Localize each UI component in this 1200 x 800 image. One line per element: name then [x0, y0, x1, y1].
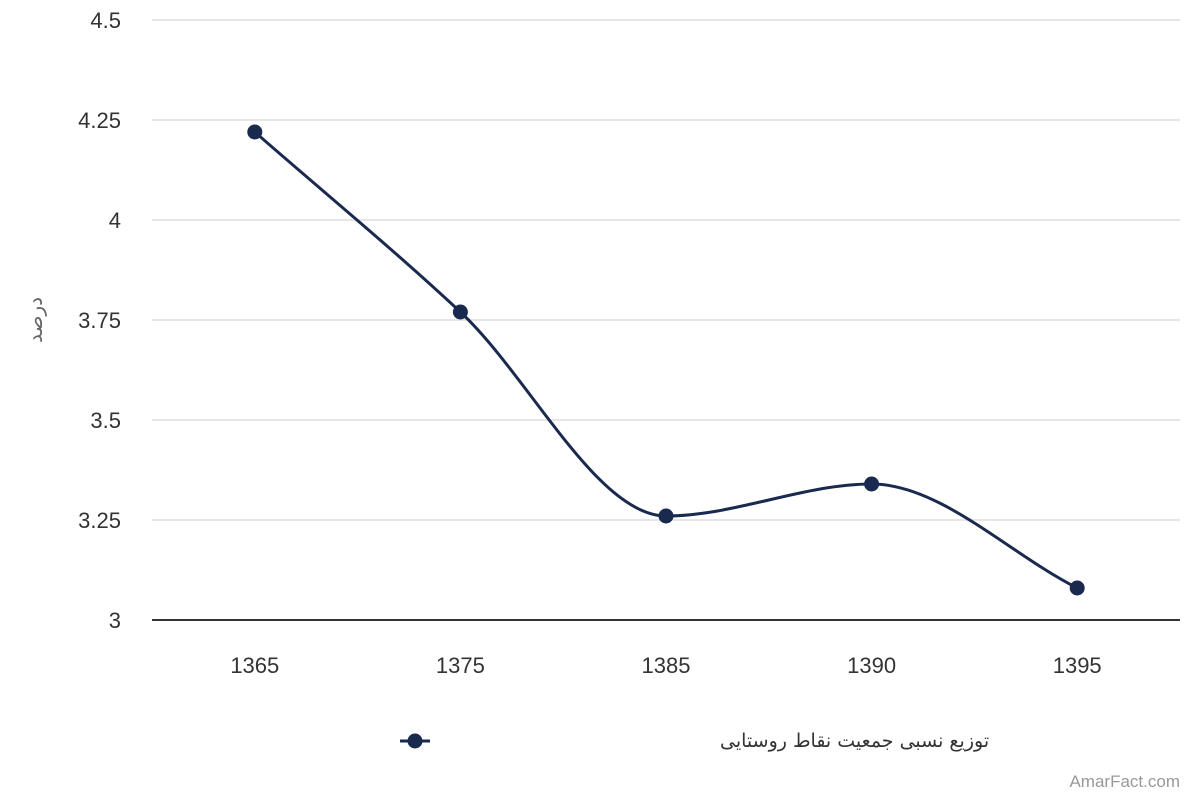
series-layer: [247, 124, 1085, 596]
y-axis-label: درصد: [23, 297, 47, 343]
watermark: AmarFact.com: [1069, 772, 1180, 791]
y-tick-label: 3.25: [78, 508, 121, 533]
data-point[interactable]: [247, 124, 263, 140]
x-tick-label: 1385: [642, 653, 691, 678]
y-tick-label: 3.75: [78, 308, 121, 333]
grid-lines: [152, 19, 1180, 621]
y-tick-label: 3: [109, 608, 121, 633]
legend-point-marker: [407, 733, 423, 749]
y-axis-ticks: 3 3.25 3.5 3.75 4 4.25 4.5: [78, 8, 121, 633]
x-axis-ticks: 1365 1375 1385 1390 1395: [230, 653, 1101, 678]
x-tick-label: 1375: [436, 653, 485, 678]
legend[interactable]: توزیع نسبی جمعیت نقاط روستایی: [400, 730, 989, 752]
data-point[interactable]: [1069, 580, 1085, 596]
x-tick-label: 1390: [847, 653, 896, 678]
x-tick-label: 1395: [1053, 653, 1102, 678]
data-point[interactable]: [658, 508, 674, 524]
data-point[interactable]: [452, 304, 468, 320]
x-tick-label: 1365: [230, 653, 279, 678]
legend-label: توزیع نسبی جمعیت نقاط روستایی: [720, 730, 989, 752]
y-tick-label: 4: [109, 208, 121, 233]
data-point[interactable]: [864, 476, 880, 492]
y-tick-label: 4.5: [90, 8, 121, 33]
series-line: [253, 130, 1078, 590]
y-tick-label: 3.5: [90, 408, 121, 433]
y-tick-label: 4.25: [78, 108, 121, 133]
